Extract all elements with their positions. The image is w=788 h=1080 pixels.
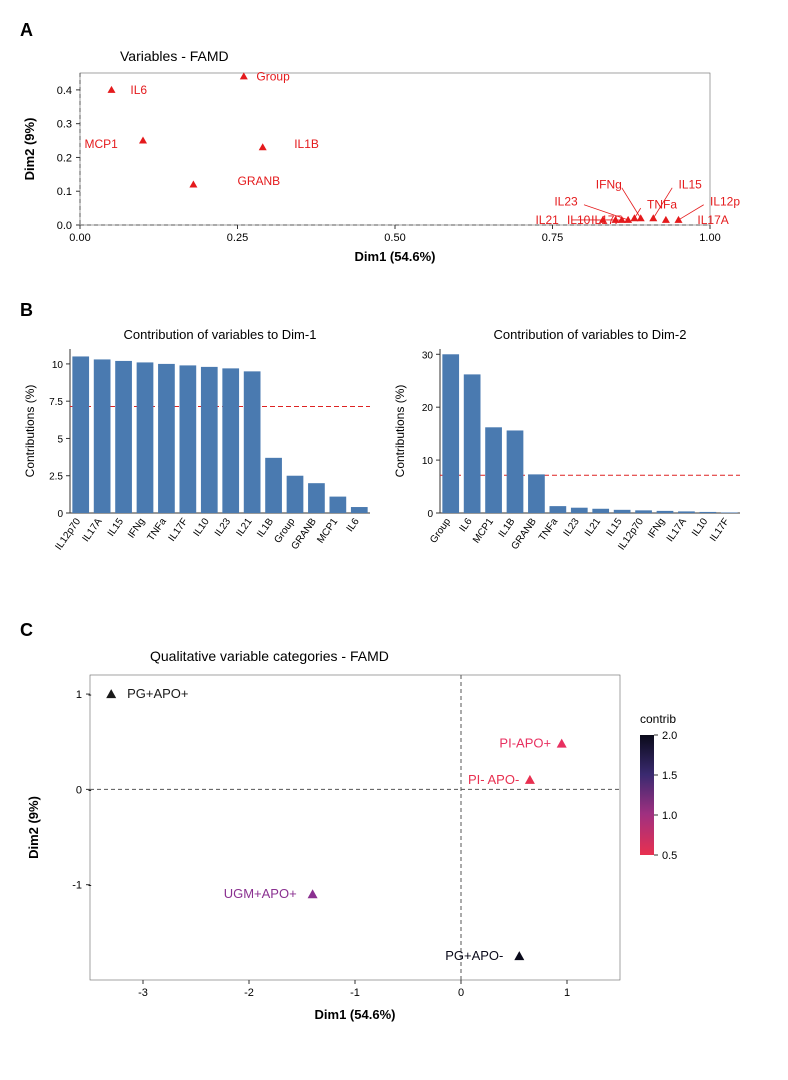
svg-text:IL1B: IL1B bbox=[497, 516, 518, 539]
svg-text:IL23: IL23 bbox=[562, 516, 582, 539]
svg-text:0.3: 0.3 bbox=[57, 119, 72, 131]
svg-text:IL21: IL21 bbox=[583, 516, 603, 539]
svg-text:IL23: IL23 bbox=[554, 194, 578, 208]
svg-text:TNFa: TNFa bbox=[146, 516, 170, 543]
svg-text:-3: -3 bbox=[138, 987, 148, 999]
svg-text:Contributions (%): Contributions (%) bbox=[23, 385, 37, 478]
panel-b-left-chart: Contribution of variables to Dim-1 0 2.5 5 7… bbox=[20, 325, 380, 590]
panel-c-label: C bbox=[20, 620, 768, 641]
svg-text:0.2: 0.2 bbox=[57, 152, 72, 164]
svg-text:0.4: 0.4 bbox=[57, 85, 72, 97]
svg-text:0.5: 0.5 bbox=[662, 850, 677, 862]
svg-text:IL17A: IL17A bbox=[81, 516, 105, 544]
svg-text:0: 0 bbox=[57, 509, 63, 520]
svg-text:IFNg: IFNg bbox=[126, 516, 147, 540]
svg-text:10: 10 bbox=[422, 456, 434, 467]
svg-text:20: 20 bbox=[422, 403, 434, 414]
svg-text:IL15: IL15 bbox=[604, 516, 624, 539]
panel-a-label: A bbox=[20, 20, 768, 41]
svg-text:Contribution of variables to D: Contribution of variables to Dim-1 bbox=[124, 327, 317, 342]
svg-text:5: 5 bbox=[57, 434, 63, 445]
svg-text:0: 0 bbox=[427, 509, 433, 520]
svg-text:-1: -1 bbox=[350, 987, 360, 999]
svg-text:Contributions (%): Contributions (%) bbox=[393, 385, 407, 478]
panel-c-chart: Qualitative variable categories - FAMD -3… bbox=[20, 645, 768, 1030]
svg-text:IL12p70: IL12p70 bbox=[710, 194, 740, 208]
svg-text:0.25: 0.25 bbox=[227, 232, 248, 244]
svg-text:IL23: IL23 bbox=[213, 516, 233, 539]
svg-text:IFNg: IFNg bbox=[596, 177, 622, 191]
svg-text:0.75: 0.75 bbox=[542, 232, 563, 244]
svg-text:Dim1 (54.6%): Dim1 (54.6%) bbox=[355, 249, 436, 264]
svg-text:-: - bbox=[88, 784, 92, 796]
svg-text:2.0: 2.0 bbox=[662, 730, 677, 742]
svg-text:GRANB: GRANB bbox=[238, 174, 281, 188]
svg-text:PG+APO+: PG+APO+ bbox=[127, 686, 188, 701]
svg-text:IL6: IL6 bbox=[345, 516, 362, 534]
svg-text:0.00: 0.00 bbox=[69, 232, 90, 244]
svg-text:contrib: contrib bbox=[640, 712, 676, 726]
svg-text:30: 30 bbox=[422, 350, 434, 361]
svg-text:Group: Group bbox=[256, 69, 290, 83]
svg-text:IL1B: IL1B bbox=[255, 516, 276, 539]
svg-text:-: - bbox=[88, 880, 92, 892]
svg-text:-2: -2 bbox=[244, 987, 254, 999]
panel-c: C Qualitative variable categories - FAMD… bbox=[20, 620, 768, 1030]
svg-text:IL17A: IL17A bbox=[665, 516, 689, 544]
svg-text:TNFa: TNFa bbox=[647, 198, 677, 212]
svg-text:1.0: 1.0 bbox=[662, 810, 677, 822]
svg-text:IL6: IL6 bbox=[130, 83, 147, 97]
svg-text:IL15: IL15 bbox=[106, 516, 126, 539]
svg-text:1: 1 bbox=[564, 987, 570, 999]
svg-text:0: 0 bbox=[458, 987, 464, 999]
svg-text:Group: Group bbox=[428, 516, 453, 545]
svg-text:MCP1: MCP1 bbox=[315, 516, 340, 545]
svg-text:2.5: 2.5 bbox=[49, 472, 63, 483]
svg-text:IL10: IL10 bbox=[567, 213, 591, 227]
svg-text:Qualitative variable categorie: Qualitative variable categories - FAMD bbox=[150, 648, 389, 664]
svg-text:IL17A: IL17A bbox=[697, 213, 728, 227]
panel-b-right-chart: Contribution of variables to Dim-2 0 10 20 3… bbox=[390, 325, 750, 590]
svg-text:IL10: IL10 bbox=[690, 516, 710, 539]
panel-a-chart: Variables - FAMD 0.00 0.25 0.50 0.75 1.00 0.0 0… bbox=[20, 45, 768, 270]
svg-text:Dim2 (9%): Dim2 (9%) bbox=[22, 118, 37, 181]
svg-text:Dim2 (9%): Dim2 (9%) bbox=[26, 796, 41, 859]
svg-text:MCP1: MCP1 bbox=[471, 516, 496, 545]
svg-text:0.50: 0.50 bbox=[384, 232, 405, 244]
svg-text:PI- APO-: PI- APO- bbox=[468, 772, 519, 787]
svg-text:0.1: 0.1 bbox=[57, 186, 72, 198]
svg-text:UGM+APO+: UGM+APO+ bbox=[224, 886, 297, 901]
svg-text:IL17F: IL17F bbox=[167, 516, 191, 543]
svg-text:IFNg: IFNg bbox=[646, 516, 667, 540]
svg-text:Contribution of variables to D: Contribution of variables to Dim-2 bbox=[494, 327, 687, 342]
panel-a: A Variables - FAMD 0.00 0.25 0.50 0.75 1.00 0.… bbox=[20, 20, 768, 270]
svg-text:0: 0 bbox=[76, 784, 82, 796]
svg-text:TNFa: TNFa bbox=[537, 516, 561, 543]
svg-text:IL15: IL15 bbox=[679, 177, 703, 191]
svg-text:Variables - FAMD: Variables - FAMD bbox=[120, 48, 229, 64]
svg-text:1: 1 bbox=[76, 689, 82, 701]
svg-text:IL1B: IL1B bbox=[294, 137, 319, 151]
svg-text:0.0: 0.0 bbox=[57, 220, 72, 232]
svg-text:1.5: 1.5 bbox=[662, 770, 677, 782]
svg-text:-: - bbox=[88, 689, 92, 701]
svg-text:IL17F: IL17F bbox=[708, 516, 732, 543]
panel-b: B Contribution of variables to Dim-1 0 2.5… bbox=[20, 300, 768, 590]
svg-text:PG+APO-: PG+APO- bbox=[445, 948, 503, 963]
svg-text:1.00: 1.00 bbox=[699, 232, 720, 244]
svg-text:-1: -1 bbox=[72, 880, 82, 892]
svg-text:IL17F: IL17F bbox=[591, 213, 622, 227]
svg-text:7.5: 7.5 bbox=[49, 397, 63, 408]
svg-text:PI-APO+: PI-APO+ bbox=[499, 736, 551, 751]
svg-text:IL10: IL10 bbox=[192, 516, 212, 539]
svg-text:IL21: IL21 bbox=[234, 516, 254, 539]
svg-text:IL6: IL6 bbox=[458, 516, 475, 534]
svg-text:Dim1 (54.6%): Dim1 (54.6%) bbox=[315, 1007, 396, 1022]
svg-text:10: 10 bbox=[52, 360, 64, 371]
svg-text:IL21: IL21 bbox=[535, 213, 559, 227]
panel-b-label: B bbox=[20, 300, 768, 321]
svg-text:MCP1: MCP1 bbox=[84, 137, 118, 151]
svg-text:IL12p70: IL12p70 bbox=[53, 516, 83, 552]
